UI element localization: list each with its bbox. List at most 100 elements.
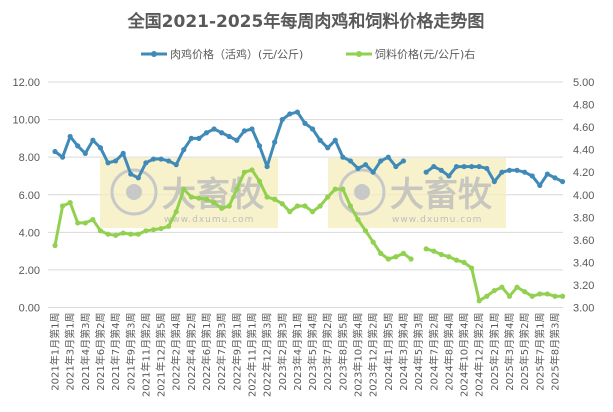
data-point — [150, 227, 157, 233]
x-tick-label: 2024年5月第3周 — [412, 313, 425, 391]
data-point — [120, 230, 126, 236]
data-point — [241, 169, 247, 175]
right-axis: 3.00 3.20 3.40 3.60 3.80 4.00 4.20 4.40 4.60 4.80… — [573, 77, 594, 315]
right-tick-label: 3.20 — [573, 280, 594, 292]
right-tick-label: 4.40 — [573, 145, 594, 157]
data-point — [302, 120, 308, 126]
data-point — [453, 257, 460, 263]
watermark-logo-icon — [110, 168, 158, 216]
data-point — [219, 130, 225, 136]
data-point — [453, 163, 460, 170]
data-point — [272, 139, 278, 145]
x-tick-label: 2024年1月第5周 — [382, 313, 395, 391]
left-axis: 0.00 2.00 4.00 6.00 8.00 10.00 12.00 — [12, 77, 40, 315]
watermark-logo-text: 大畜牧 — [390, 175, 493, 215]
data-point — [347, 158, 354, 164]
x-tick-label: 2022年9月第1周 — [230, 313, 243, 391]
x-tick-label: 2022年7月第3周 — [215, 313, 228, 391]
data-point — [544, 171, 550, 177]
data-point — [522, 169, 528, 175]
series-feed — [52, 167, 566, 304]
data-point — [431, 163, 437, 170]
left-tick-label: 4.00 — [19, 227, 40, 239]
data-point — [408, 256, 414, 262]
data-point — [234, 186, 240, 192]
x-tick-label: 2021年3月第1周 — [64, 313, 77, 391]
left-tick-label: 8.00 — [19, 152, 40, 164]
data-point — [120, 150, 126, 157]
data-point — [484, 293, 490, 299]
data-point — [143, 228, 149, 234]
data-point — [279, 116, 285, 123]
series-chicken — [52, 109, 566, 188]
data-point — [249, 126, 255, 132]
data-point — [537, 291, 543, 297]
data-point — [537, 182, 543, 188]
data-point — [362, 228, 369, 234]
data-point — [67, 133, 73, 140]
data-point — [226, 203, 232, 209]
data-point — [302, 203, 308, 209]
left-tick-label: 2.00 — [19, 265, 40, 277]
data-point — [469, 163, 475, 170]
data-point — [355, 216, 361, 223]
data-point — [393, 163, 399, 170]
data-point — [559, 178, 566, 185]
data-point — [325, 145, 331, 151]
left-tick-label: 0.00 — [19, 303, 40, 315]
watermarks: 大畜牧 www.dxumu.com 大畜牧 www.dxumu.com — [100, 158, 506, 228]
data-point — [128, 171, 134, 177]
data-point — [499, 169, 505, 175]
data-point — [188, 194, 194, 200]
right-tick-label: 5.00 — [573, 77, 594, 89]
data-point — [438, 167, 444, 173]
data-point — [544, 291, 550, 297]
x-tick-label: 2023年7月第2周 — [321, 313, 334, 391]
data-point — [196, 135, 202, 141]
legend: 肉鸡价格（活鸡）(元/公斤) 饲料价格(元/公斤)右 — [141, 47, 475, 61]
data-point — [332, 186, 338, 192]
series-layer — [52, 109, 566, 304]
data-point — [469, 265, 475, 271]
data-point — [241, 128, 247, 134]
data-point — [234, 137, 240, 143]
data-point — [332, 137, 338, 143]
data-point — [431, 248, 437, 254]
data-point — [75, 143, 81, 149]
data-point — [59, 154, 66, 160]
data-point — [294, 203, 300, 209]
data-point — [287, 111, 293, 117]
data-point — [446, 173, 452, 179]
data-point — [491, 287, 497, 294]
data-point — [181, 186, 187, 192]
data-point — [158, 225, 164, 232]
watermark-logo-icon — [338, 168, 386, 216]
data-point — [491, 178, 497, 185]
left-tick-label: 6.00 — [19, 190, 40, 202]
x-tick-label: 2021年1月第1周 — [49, 313, 62, 391]
x-tick-label: 2022年2月第4周 — [170, 313, 183, 391]
data-point — [264, 194, 270, 200]
data-point — [166, 223, 172, 229]
x-tick-label: 2024年7月第2周 — [427, 313, 440, 391]
data-point — [135, 175, 141, 181]
data-point — [203, 196, 210, 202]
right-tick-label: 3.80 — [573, 212, 594, 224]
watermark-logo-text: 大畜牧 — [162, 175, 265, 215]
x-tick-label: 2021年12月第5周 — [155, 313, 168, 398]
x-tick-label: 2021年7月第4周 — [109, 313, 122, 391]
data-point — [370, 239, 376, 245]
data-point — [309, 126, 316, 132]
data-point — [385, 256, 391, 262]
data-point — [287, 209, 293, 215]
data-point — [294, 109, 300, 115]
legend-marker-chicken — [151, 51, 157, 57]
data-point — [552, 175, 558, 181]
right-tick-label: 4.00 — [573, 190, 594, 202]
data-point — [317, 137, 323, 143]
data-point — [211, 200, 217, 206]
data-point — [90, 137, 96, 143]
watermark-url: www.dxumu.com — [392, 215, 482, 225]
data-point — [67, 200, 73, 206]
data-point — [423, 169, 429, 175]
